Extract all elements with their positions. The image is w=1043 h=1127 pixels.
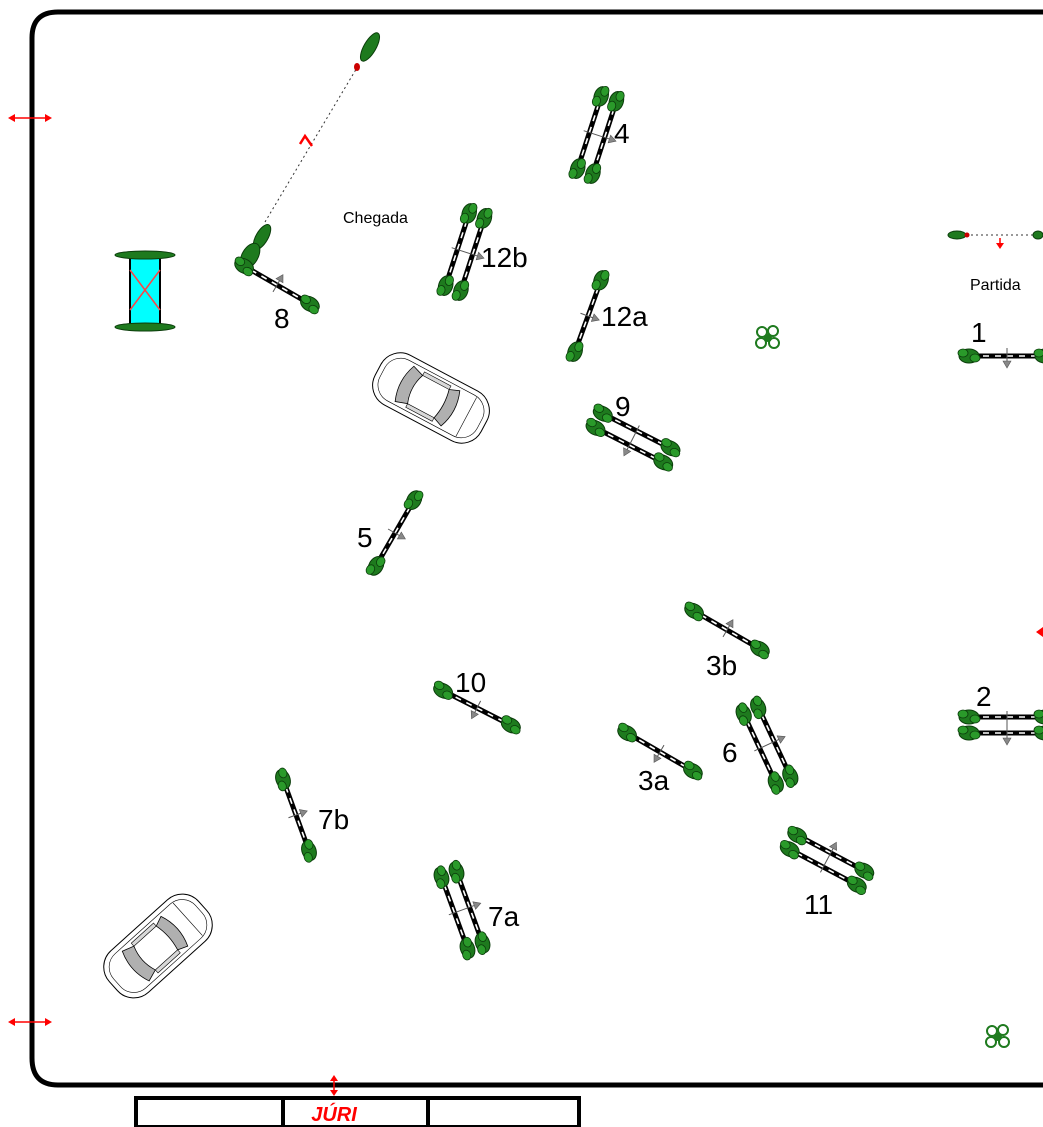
obstacle-2	[958, 710, 1043, 745]
obstacle-label-12b: 12b	[481, 242, 528, 273]
car-icon	[94, 884, 222, 1008]
obstacle-label-7a: 7a	[488, 901, 520, 932]
jury-label: JÚRI	[311, 1102, 357, 1126]
obstacle-label-5: 5	[357, 522, 373, 553]
obstacle-5	[364, 487, 430, 582]
start-line	[947, 230, 1043, 249]
flower-bed-icon	[755, 325, 780, 349]
finish-line	[239, 32, 381, 270]
obstacle-label-6: 6	[722, 737, 738, 768]
start-label: Partida	[970, 277, 1021, 294]
obstacle-label-3a: 3a	[638, 765, 670, 796]
arena-border	[29, 9, 1043, 1088]
obstacle-label-1: 1	[971, 317, 987, 348]
obstacle-label-8: 8	[274, 303, 290, 334]
direction-arrow-icon	[1036, 627, 1043, 637]
obstacle-label-12a: 12a	[601, 301, 648, 332]
obstacle-1	[958, 348, 1043, 368]
jury-box: JÚRI	[134, 1096, 581, 1127]
obstacle-label-11: 11	[804, 889, 833, 920]
obstacle-label-10: 10	[455, 667, 486, 698]
water-jump	[114, 250, 176, 332]
obstacle-6	[733, 692, 806, 796]
obstacle-7b	[272, 765, 324, 864]
bell-arrow-icon	[330, 1075, 338, 1096]
obstacle-label-9: 9	[615, 391, 631, 422]
flower-bed-icon	[985, 1024, 1010, 1048]
finish-label: Chegada	[343, 210, 408, 227]
obstacle-9	[580, 402, 683, 478]
obstacle-label-7b: 7b	[318, 804, 349, 835]
car-icon	[364, 344, 498, 452]
obstacle-label-3b: 3b	[706, 650, 737, 681]
obstacle-label-4: 4	[614, 118, 630, 149]
obstacle-11	[777, 819, 880, 896]
obstacle-label-2: 2	[976, 681, 992, 712]
